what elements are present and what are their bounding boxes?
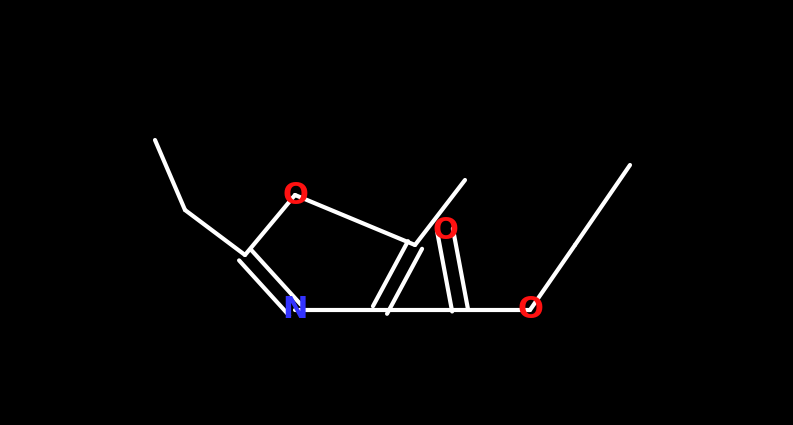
Text: O: O xyxy=(432,215,458,244)
Text: O: O xyxy=(517,295,543,325)
Text: O: O xyxy=(282,181,308,210)
Text: N: N xyxy=(282,295,308,325)
